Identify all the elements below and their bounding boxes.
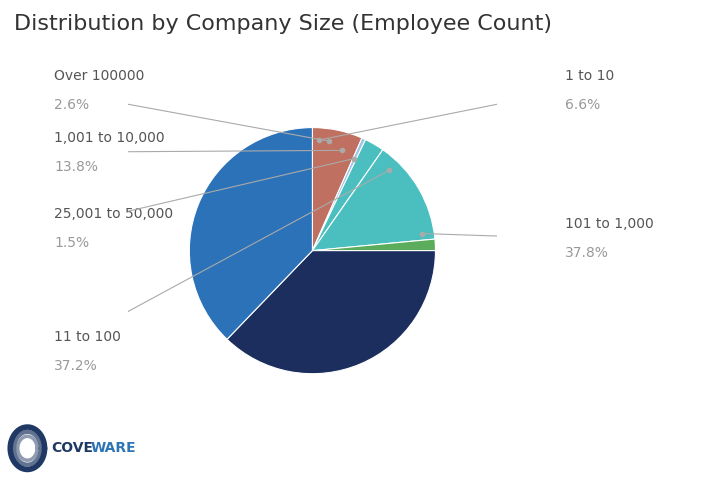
Wedge shape [312, 150, 435, 251]
Text: 1.5%: 1.5% [54, 236, 89, 250]
Text: WARE: WARE [91, 441, 136, 455]
Text: Over 100000: Over 100000 [54, 69, 144, 83]
Text: 1 to 10: 1 to 10 [564, 69, 614, 83]
Wedge shape [312, 239, 435, 251]
Text: 37.8%: 37.8% [564, 246, 608, 260]
Text: 1,001 to 10,000: 1,001 to 10,000 [54, 131, 165, 145]
Text: 101 to 1,000: 101 to 1,000 [564, 217, 653, 231]
Text: Distribution by Company Size (Employee Count): Distribution by Company Size (Employee C… [14, 14, 552, 34]
Text: 11 to 100: 11 to 100 [54, 330, 121, 344]
Text: 2.6%: 2.6% [54, 98, 89, 112]
Text: 37.2%: 37.2% [54, 359, 98, 373]
Wedge shape [312, 128, 362, 251]
Text: 6.6%: 6.6% [564, 98, 600, 112]
Text: 25,001 to 50,000: 25,001 to 50,000 [54, 207, 173, 221]
Wedge shape [227, 251, 435, 374]
Text: COVE: COVE [51, 441, 93, 455]
Wedge shape [312, 138, 366, 251]
Wedge shape [312, 140, 383, 251]
Text: 13.8%: 13.8% [54, 160, 98, 174]
Wedge shape [190, 128, 312, 339]
